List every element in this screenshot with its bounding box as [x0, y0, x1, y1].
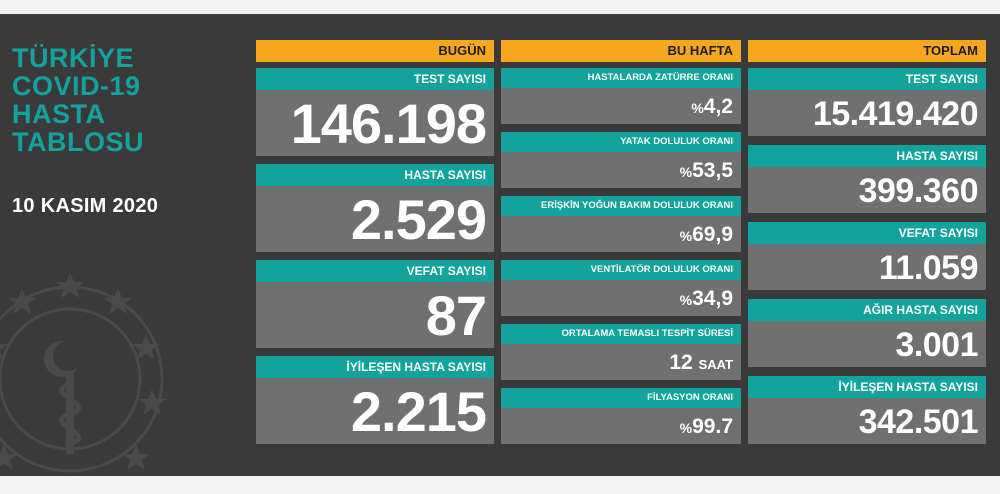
- stat-label: VENTİLATÖR DOLULUK ORANI: [501, 260, 741, 280]
- stat-value: %69,9: [501, 216, 741, 252]
- stat-value: 399.360: [748, 167, 986, 213]
- title-line: TABLOSU: [12, 127, 144, 157]
- stat-value: %53,5: [501, 152, 741, 188]
- top-strip: [0, 0, 1000, 14]
- percent-sign: %: [679, 164, 693, 180]
- week-bed-occupancy-card: YATAK DOLULUK ORANI %53,5: [501, 132, 741, 188]
- title-line: TÜRKİYE: [12, 43, 135, 73]
- week-filiation-card: FİLYASYON ORANI %99.7: [501, 388, 741, 444]
- title-line: HASTA: [12, 99, 106, 129]
- week-contact-time-card: ORTALAMA TEMASLI TESPİT SÜRESİ 12 SAAT: [501, 324, 741, 380]
- stat-label: HASTA SAYISI: [256, 164, 494, 186]
- stat-value: %34,9: [501, 280, 741, 316]
- stat-value: 87: [256, 282, 494, 348]
- stat-label: TEST SAYISI: [256, 68, 494, 90]
- total-case-card: HASTA SAYISI 399.360: [748, 145, 986, 213]
- today-case-card: HASTA SAYISI 2.529: [256, 164, 494, 252]
- dashboard-panel: TÜRKİYE COVID-19 HASTA TABLOSU 10 KASIM …: [0, 14, 1000, 476]
- percent-sign: %: [679, 292, 693, 308]
- stat-unit: SAAT: [698, 357, 733, 372]
- today-test-card: TEST SAYISI 146.198: [256, 68, 494, 156]
- stat-value: %4,2: [501, 88, 741, 124]
- stat-label: FİLYASYON ORANI: [501, 388, 741, 408]
- week-pneumonia-card: HASTALARDA ZATÜRRE ORANI %4,2: [501, 68, 741, 124]
- dashboard-title: TÜRKİYE COVID-19 HASTA TABLOSU: [12, 44, 144, 156]
- stat-value: 11.059: [748, 244, 986, 290]
- today-recovered-card: İYİLEŞEN HASTA SAYISI 2.215: [256, 356, 494, 444]
- stat-number: 53,5: [692, 159, 733, 182]
- stat-label: TEST SAYISI: [748, 68, 986, 90]
- stat-number: 4,2: [703, 95, 733, 118]
- stat-number: 69,9: [692, 223, 733, 246]
- stat-label: ERİŞKİN YOĞUN BAKIM DOLULUK ORANI: [501, 196, 741, 216]
- column-header-week: BU HAFTA: [501, 40, 741, 62]
- stat-label: HASTALARDA ZATÜRRE ORANI: [501, 68, 741, 88]
- percent-sign: %: [691, 100, 704, 116]
- column-header-today: BUGÜN: [256, 40, 494, 62]
- stat-value: 3.001: [748, 321, 986, 367]
- stat-value: 2.215: [256, 378, 494, 444]
- bottom-strip: [0, 476, 1000, 494]
- total-test-card: TEST SAYISI 15.419.420: [748, 68, 986, 136]
- stat-label: YATAK DOLULUK ORANI: [501, 132, 741, 152]
- stat-value: %99.7: [501, 408, 741, 444]
- total-recovered-card: İYİLEŞEN HASTA SAYISI 342.501: [748, 376, 986, 444]
- stat-value: 146.198: [256, 90, 494, 156]
- stat-number: 12: [669, 351, 693, 374]
- stat-value: 342.501: [748, 398, 986, 444]
- report-date: 10 KASIM 2020: [12, 195, 159, 217]
- title-line: COVID-19: [12, 71, 141, 101]
- percent-sign: %: [679, 228, 693, 244]
- stat-label: VEFAT SAYISI: [748, 222, 986, 244]
- column-header-total: TOPLAM: [748, 40, 986, 62]
- stat-number: 99.7: [692, 415, 733, 438]
- stat-label: VEFAT SAYISI: [256, 260, 494, 282]
- week-ventilator-card: VENTİLATÖR DOLULUK ORANI %34,9: [501, 260, 741, 316]
- stat-value: 12 SAAT: [501, 344, 741, 380]
- total-death-card: VEFAT SAYISI 11.059: [748, 222, 986, 290]
- stat-label: İYİLEŞEN HASTA SAYISI: [256, 356, 494, 378]
- stat-label: HASTA SAYISI: [748, 145, 986, 167]
- percent-sign: %: [679, 420, 693, 436]
- stat-label: ORTALAMA TEMASLI TESPİT SÜRESİ: [501, 324, 741, 344]
- ministry-emblem-icon: [0, 272, 166, 473]
- total-severe-card: AĞIR HASTA SAYISI 3.001: [748, 299, 986, 367]
- stat-value: 2.529: [256, 186, 494, 252]
- stat-value: 15.419.420: [748, 90, 986, 136]
- stat-label: AĞIR HASTA SAYISI: [748, 299, 986, 321]
- week-icu-occupancy-card: ERİŞKİN YOĞUN BAKIM DOLULUK ORANI %69,9: [501, 196, 741, 252]
- today-death-card: VEFAT SAYISI 87: [256, 260, 494, 348]
- stat-number: 34,9: [692, 287, 733, 310]
- stat-label: İYİLEŞEN HASTA SAYISI: [748, 376, 986, 398]
